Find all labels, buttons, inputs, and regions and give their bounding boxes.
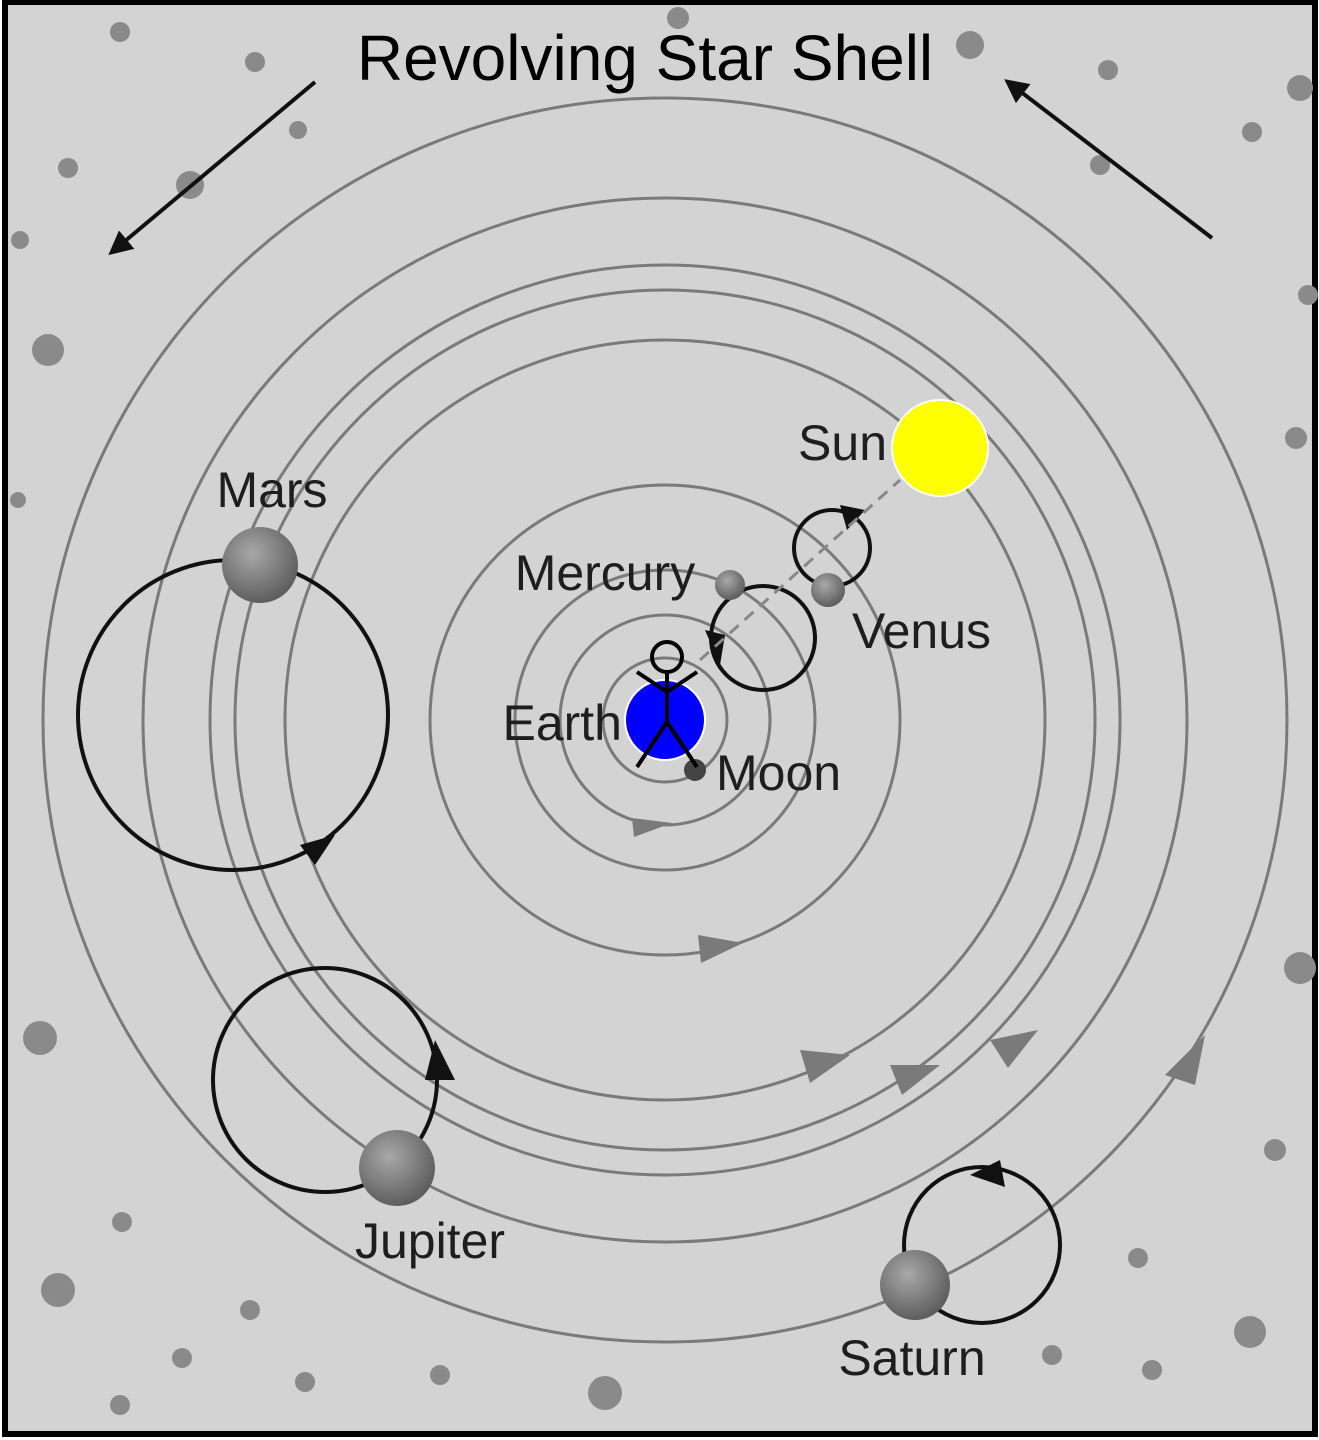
label: Venus — [852, 603, 991, 659]
label: Moon — [716, 745, 841, 801]
sun-disc — [892, 400, 988, 496]
label: Mercury — [515, 545, 696, 601]
label: Mars — [216, 462, 327, 518]
diagram: Revolving Star Shell Sun Mars Mercury Ve… — [0, 0, 1319, 1440]
label: Sun — [798, 415, 887, 471]
label: Saturn — [838, 1330, 985, 1386]
title: Revolving Star Shell — [357, 22, 933, 94]
label: Earth — [502, 695, 622, 751]
label: Jupiter — [355, 1213, 505, 1269]
